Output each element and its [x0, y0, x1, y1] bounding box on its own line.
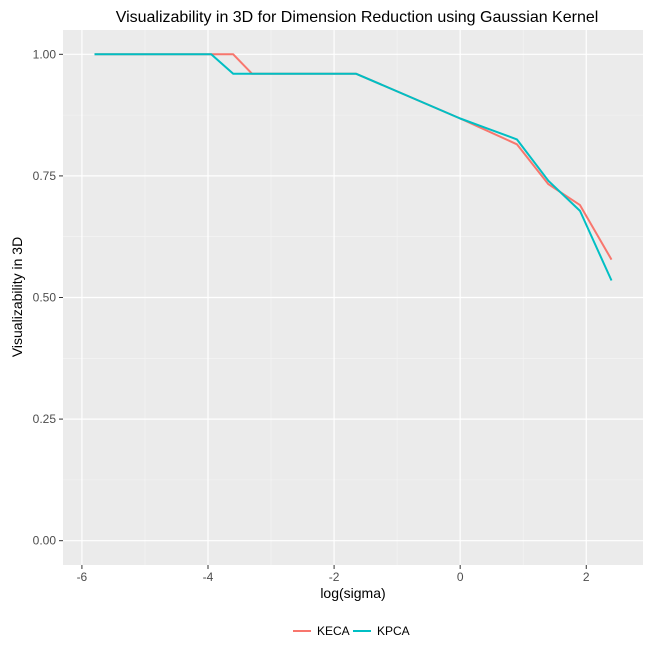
- x-tick-label: -2: [329, 570, 340, 584]
- y-tick-label: 0.00: [33, 534, 57, 548]
- legend-label-kpca: KPCA: [377, 624, 410, 638]
- y-axis-title: Visualizability in 3D: [9, 237, 25, 357]
- legend: KECA KPCA: [293, 624, 410, 638]
- series-line-kpca: [94, 53, 613, 281]
- chart-title: Visualizability in 3D for Dimension Redu…: [116, 9, 599, 26]
- x-tick-label: 2: [583, 570, 590, 584]
- x-axis: -6 -4 -2 0 2: [77, 565, 590, 584]
- y-tick-label: 0.25: [33, 412, 57, 426]
- legend-label-keca: KECA: [317, 624, 350, 638]
- x-tick-label: -4: [203, 570, 214, 584]
- y-tick-label: 0.50: [33, 291, 57, 305]
- x-axis-title: log(sigma): [320, 585, 385, 601]
- y-tick-label: 1.00: [33, 47, 57, 61]
- x-tick-label: -6: [77, 570, 88, 584]
- y-axis: 0.00 0.25 0.50 0.75 1.00: [33, 47, 63, 548]
- x-tick-label: 0: [457, 570, 464, 584]
- y-tick-label: 0.75: [33, 169, 57, 183]
- series-layer: [94, 53, 613, 281]
